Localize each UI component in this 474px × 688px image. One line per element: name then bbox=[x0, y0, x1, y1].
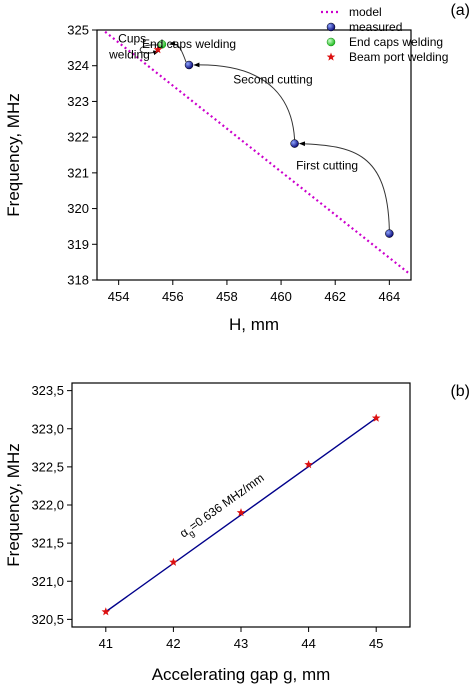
y-tick-label-a: 324 bbox=[67, 58, 89, 73]
model-line bbox=[104, 30, 409, 274]
data-point bbox=[236, 508, 246, 517]
plot-frame-a bbox=[96, 29, 412, 281]
measured-point bbox=[290, 139, 299, 148]
legend-end-caps-swatch bbox=[326, 37, 336, 47]
x-tick-label-b: 42 bbox=[166, 636, 180, 651]
measured-point bbox=[184, 60, 194, 70]
x-axis-label-a: H, mm bbox=[229, 315, 279, 334]
slope-annotation: αg=0.636 MHz/mm bbox=[177, 471, 268, 543]
y-tick-label-a: 321 bbox=[67, 165, 89, 180]
panel-label-a: (a) bbox=[450, 2, 470, 19]
legend-model-label: model bbox=[349, 5, 382, 19]
beam-port-welding-point bbox=[153, 45, 163, 54]
y-tick-label-b: 323,0 bbox=[31, 421, 64, 436]
x-tick-label-b: 45 bbox=[369, 636, 383, 651]
y-tick-label-a: 319 bbox=[67, 237, 89, 252]
arrow-first-cutting bbox=[299, 141, 390, 230]
legend-beam-port-label: Beam port welding bbox=[349, 50, 448, 64]
data-point bbox=[101, 607, 111, 616]
y-tick-label-b: 322,0 bbox=[31, 498, 64, 513]
y-tick-label-a: 323 bbox=[67, 94, 89, 109]
y-tick-label-a: 325 bbox=[67, 23, 89, 38]
slope-value: =0.636 MHz/mm bbox=[187, 471, 267, 534]
panel-a: 454 456 458 460 462 464 318 319 320 321 322 323 324 3… bbox=[4, 2, 470, 334]
annotation-a: Second cutting bbox=[233, 73, 312, 87]
x-tick-label-a: 454 bbox=[108, 289, 130, 304]
y-tick-label-a: 318 bbox=[67, 273, 89, 288]
arrow-second-cutting bbox=[193, 62, 296, 140]
panel-label-b: (b) bbox=[450, 383, 470, 400]
annotation-a: welding bbox=[108, 48, 150, 62]
x-tick-label-b: 41 bbox=[99, 636, 113, 651]
y-tick-label-b: 323,5 bbox=[31, 383, 64, 398]
legend-end-caps-label: End caps welding bbox=[349, 35, 443, 49]
measured-point bbox=[385, 229, 394, 238]
x-tick-label-b: 43 bbox=[234, 636, 248, 651]
x-tick-label-a: 456 bbox=[162, 289, 184, 304]
data-point bbox=[169, 557, 178, 566]
y-tick-label-b: 321,0 bbox=[31, 574, 64, 589]
legend-beam-port-swatch bbox=[326, 52, 336, 61]
x-tick-label-b: 44 bbox=[301, 636, 315, 651]
x-tick-label-a: 460 bbox=[270, 289, 292, 304]
y-axis-label-b: Frequency, MHz bbox=[4, 443, 23, 566]
fit-line bbox=[105, 417, 377, 613]
annotation-a: First cutting bbox=[296, 158, 358, 172]
legend-measured-label: measured bbox=[349, 20, 402, 34]
data-point bbox=[304, 460, 313, 469]
x-tick-label-a: 462 bbox=[324, 289, 346, 304]
annotation-a: Cups bbox=[118, 32, 146, 46]
y-axis-label-a: Frequency, MHz bbox=[4, 93, 23, 216]
y-tick-label-b: 322,5 bbox=[31, 459, 64, 474]
annotation-a: End caps welding bbox=[142, 37, 236, 51]
plot-frame-b bbox=[71, 382, 411, 628]
legend-measured-swatch bbox=[326, 22, 336, 32]
y-tick-label-b: 321,5 bbox=[31, 536, 64, 551]
x-axis-label-b: Accelerating gap g, mm bbox=[152, 665, 331, 684]
arrow-end-caps-welding bbox=[169, 40, 187, 63]
y-tick-label-a: 322 bbox=[67, 130, 89, 145]
data-point bbox=[371, 413, 381, 422]
x-tick-label-a: 458 bbox=[216, 289, 238, 304]
x-tick-label-a: 464 bbox=[378, 289, 400, 304]
slope-subscript: g bbox=[187, 528, 197, 539]
arrow-cups-welding bbox=[139, 44, 161, 56]
panel-b: 41 42 43 44 45 320,5 321,0 321,5 322,0 322,5 323,0… bbox=[4, 382, 470, 684]
y-tick-label-a: 320 bbox=[67, 201, 89, 216]
y-tick-label-b: 320,5 bbox=[31, 612, 64, 627]
